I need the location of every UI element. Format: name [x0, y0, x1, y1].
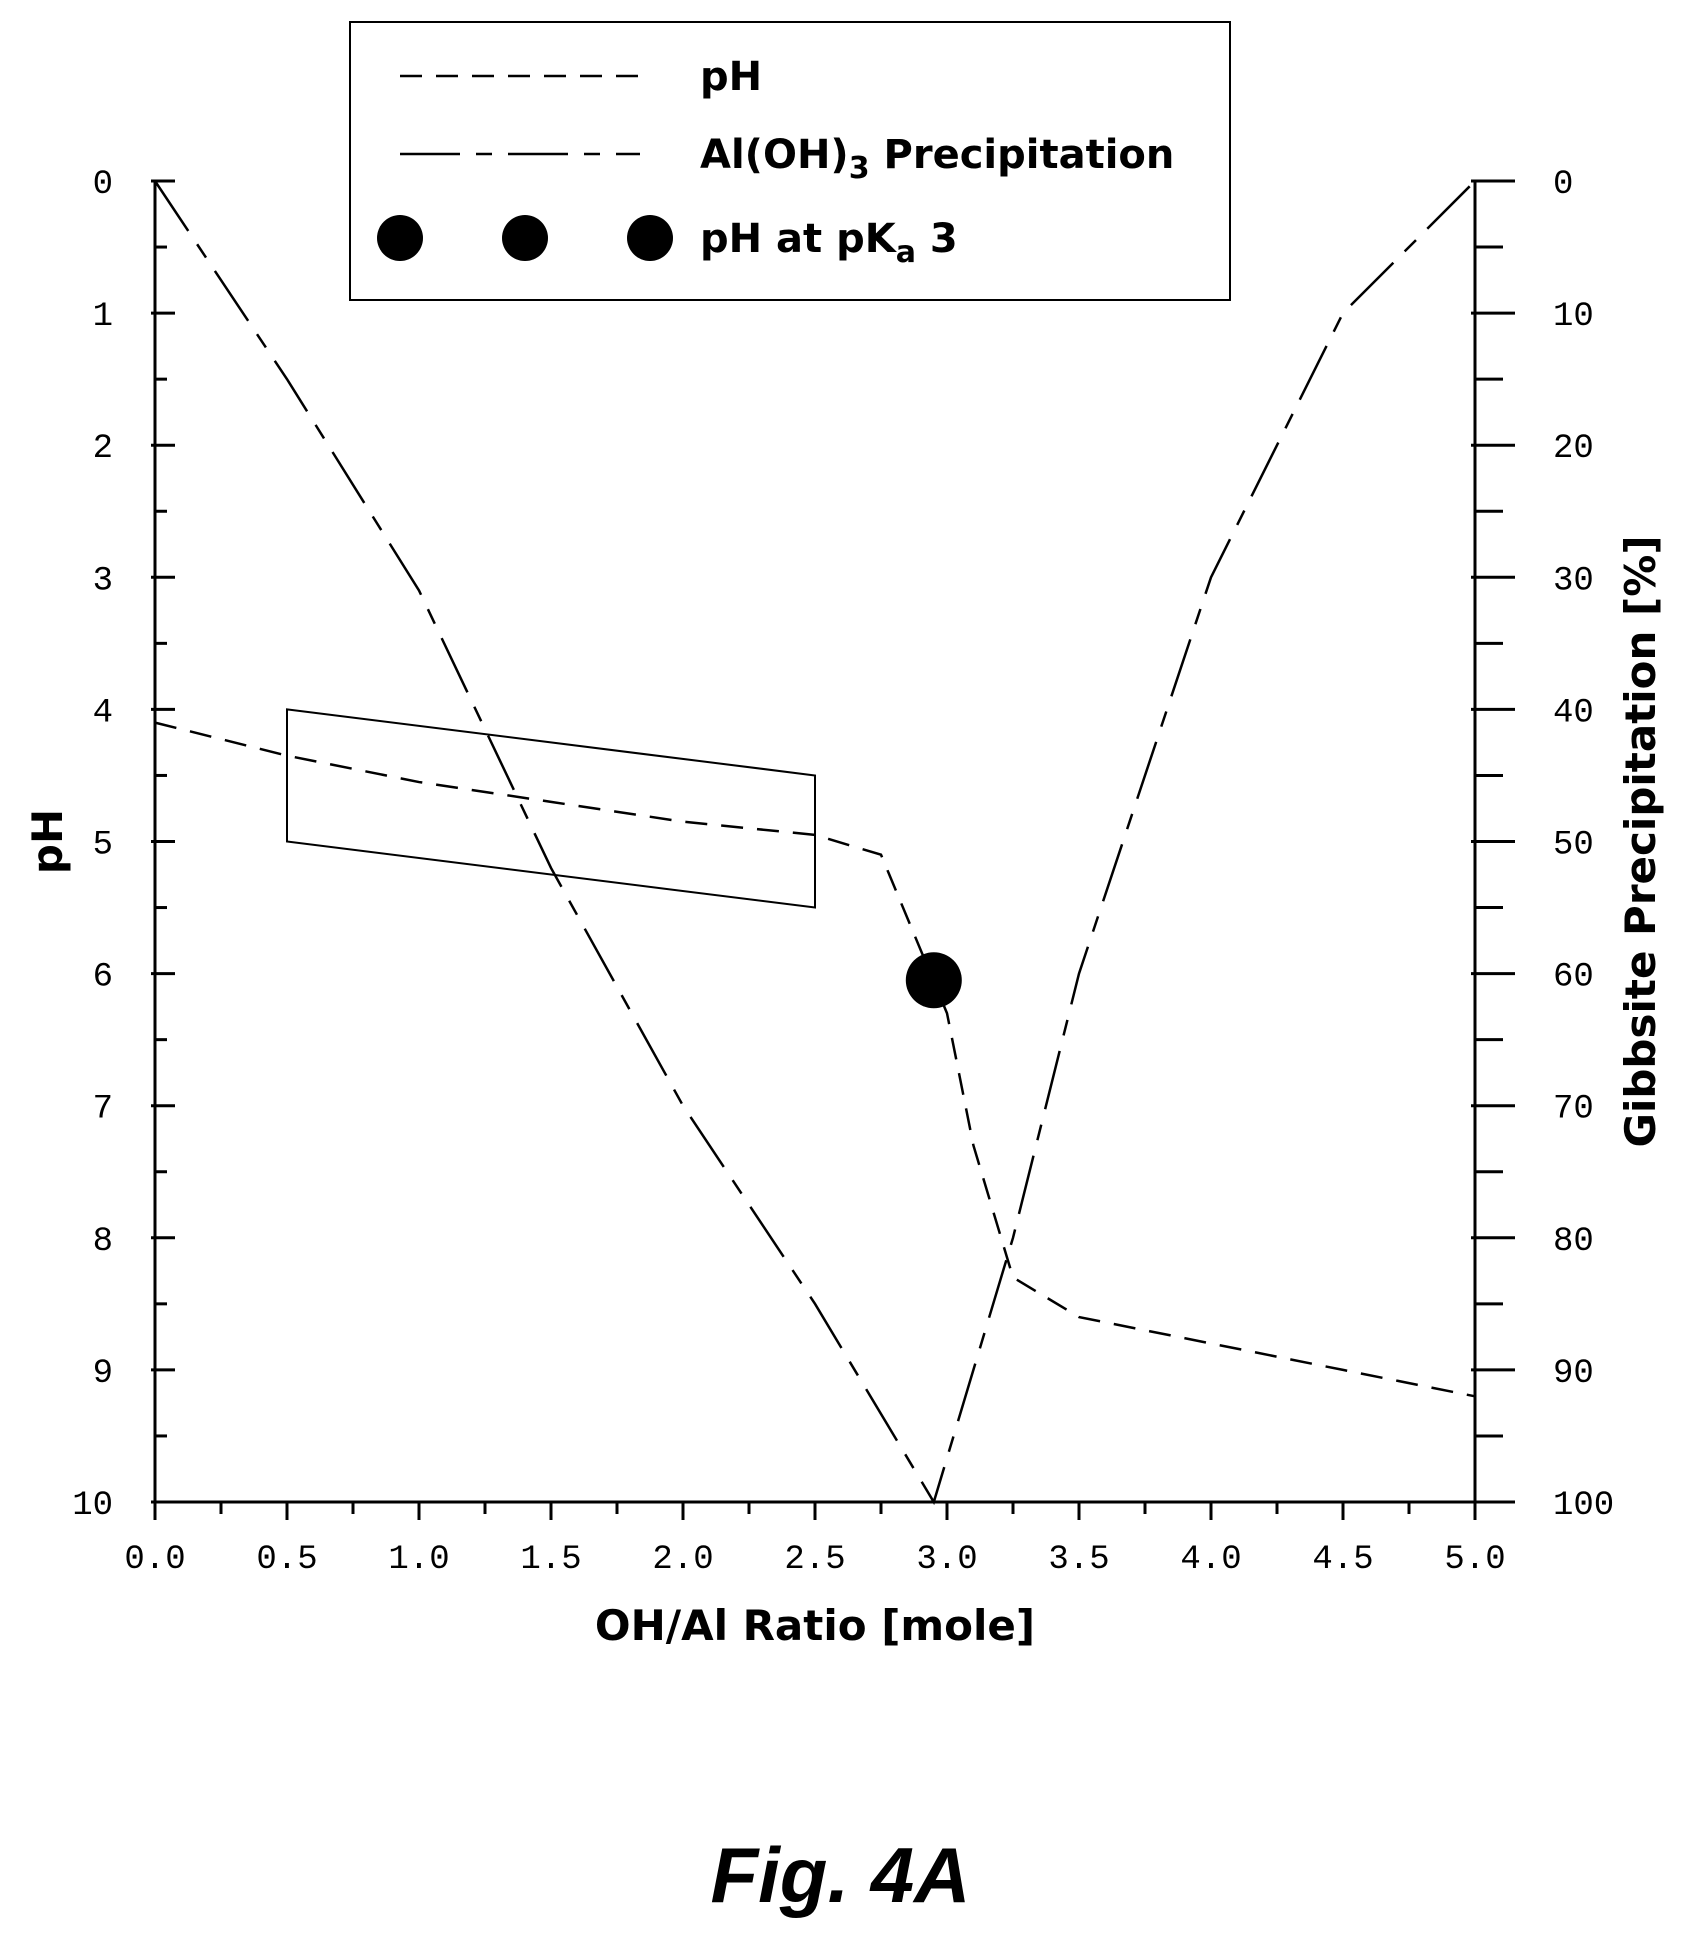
legend-label-ph: pH: [700, 54, 762, 100]
x-axis-title: OH/Al Ratio [mole]: [595, 1601, 1035, 1650]
x-tick-label: 4.0: [1180, 1541, 1241, 1579]
y2-tick-label: 70: [1553, 1091, 1594, 1129]
y-tick-label: 10: [72, 1487, 113, 1525]
y2-axis-title: Gibbsite Precipitation [%]: [1616, 535, 1665, 1147]
pka-marker: [905, 952, 962, 1009]
y2-tick-label: 0: [1553, 166, 1573, 204]
x-tick-label: 1.5: [520, 1541, 581, 1579]
y2-tick-label: 40: [1553, 694, 1594, 732]
y-tick-label: 8: [93, 1223, 113, 1261]
y2-tick-label: 20: [1553, 430, 1594, 468]
x-tick-label: 3.0: [916, 1541, 977, 1579]
legend-marker-2: [502, 215, 548, 261]
y-tick-label: 3: [93, 562, 113, 600]
x-tick-label: 5.0: [1444, 1541, 1505, 1579]
y-axis-title: pH: [23, 809, 72, 874]
y-tick-label: 7: [93, 1091, 113, 1129]
legend-box: [349, 21, 1231, 301]
x-tick-label: 2.0: [652, 1541, 713, 1579]
y2-tick-label: 60: [1553, 959, 1594, 997]
y-tick-label: 6: [93, 959, 113, 997]
x-tick-label: 2.5: [784, 1541, 845, 1579]
y-tick-label: 1: [93, 298, 113, 336]
legend-label-pka: pH at pKa 3: [700, 216, 958, 270]
y2-tick-label: 50: [1553, 827, 1594, 865]
x-tick-label: 4.5: [1312, 1541, 1373, 1579]
series-line-ph: [154, 721, 1476, 1398]
y2-tick-label: 30: [1553, 562, 1594, 600]
x-tick-label: 0.0: [124, 1541, 185, 1579]
figure-caption: Fig. 4A: [710, 1831, 971, 1919]
legend: pH Al(OH)3 Precipitation pH at pKa 3: [349, 21, 1231, 301]
x-tick-label: 0.5: [256, 1541, 317, 1579]
axes-layer: 0.0 0.5 1.0 1.5 2.0 2.5 3.0 3.5 4.0 4.5 5.0 0 1 2 3 4 5 6…: [23, 166, 1665, 1650]
highlight-box: [286, 708, 816, 909]
y-tick-label: 2: [93, 430, 113, 468]
legend-marker-3: [627, 215, 673, 261]
y-tick-label: 9: [93, 1355, 113, 1393]
y2-tick-label: 80: [1553, 1223, 1594, 1261]
y-tick-label: 4: [93, 694, 113, 732]
legend-label-precipitation: Al(OH)3 Precipitation: [700, 132, 1174, 186]
y-tick-label: 0: [93, 166, 113, 204]
y2-tick-label: 10: [1553, 298, 1594, 336]
legend-marker-1: [377, 215, 423, 261]
y-tick-label: 5: [93, 827, 113, 865]
series-line-precipitation: [153, 180, 1476, 1506]
series-layer: [153, 180, 1476, 1506]
y2-tick-label: 100: [1553, 1487, 1614, 1525]
y2-tick-label: 90: [1553, 1355, 1594, 1393]
x-tick-label: 3.5: [1048, 1541, 1109, 1579]
x-tick-label: 1.0: [388, 1541, 449, 1579]
